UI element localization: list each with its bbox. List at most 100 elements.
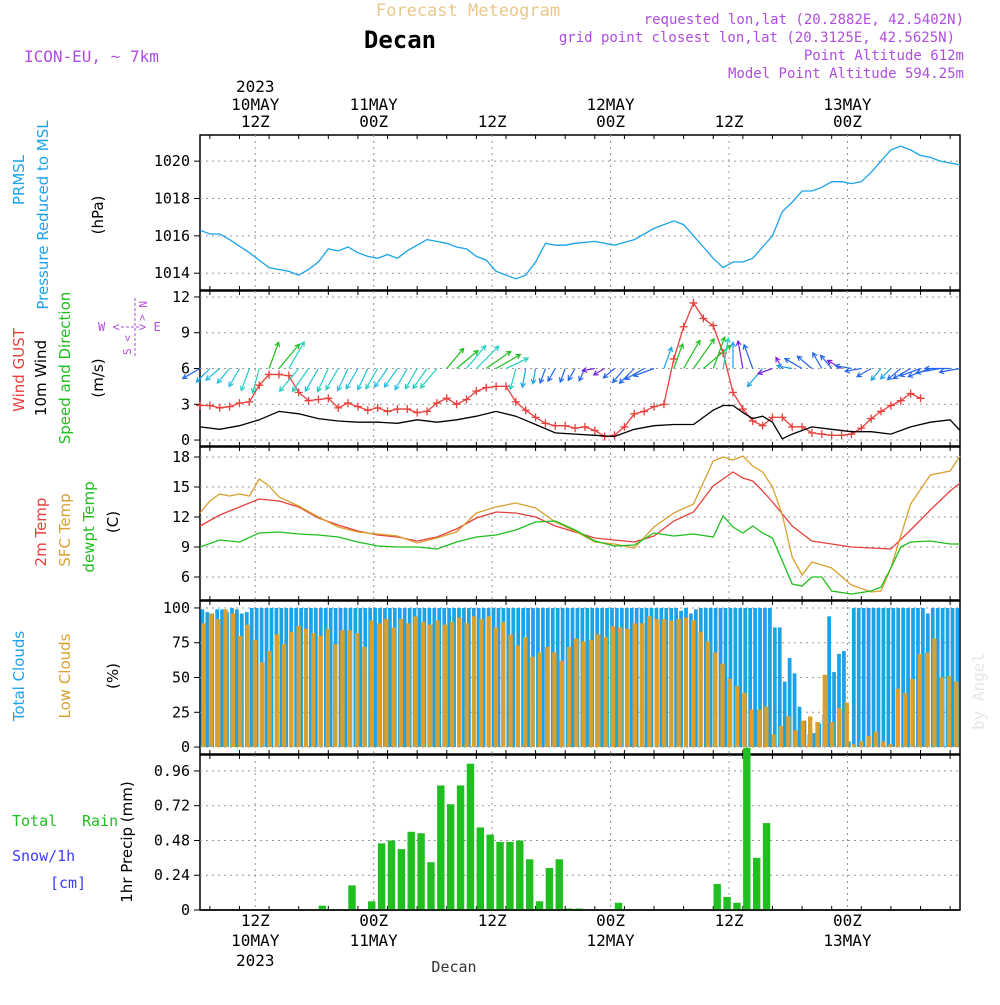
wind-arrow: [475, 345, 500, 369]
low-cloud-bar: [625, 628, 630, 748]
total-cloud-bar: [738, 607, 743, 748]
low-cloud-bar: [515, 645, 521, 748]
gust-marker: [324, 394, 333, 403]
precip-bar: [614, 902, 623, 910]
low-cloud-bar: [647, 616, 652, 748]
low-cloud-bar: [639, 623, 645, 748]
low-cloud-bar: [669, 620, 674, 748]
wind-arrow: [530, 368, 537, 385]
wind-arrow: [673, 342, 685, 369]
gust-marker: [798, 422, 807, 431]
requested-coords: requested lon,lat (20.2882E, 42.5402N): [644, 12, 964, 28]
total-cloud-bar: [694, 609, 698, 748]
low-cloud-bar: [946, 676, 952, 748]
panel-4: 0 25 50 75 100: [163, 599, 961, 756]
total-cloud-bar: [881, 607, 886, 748]
total-cloud-bar: [309, 607, 313, 748]
wind-arrow: [466, 344, 487, 369]
low-cloud-bar: [698, 631, 703, 748]
total-cloud-bar: [748, 607, 753, 748]
low-cloud-bar: [742, 692, 747, 748]
total-cloud-bar: [733, 607, 738, 748]
y-tick-label: 0.72: [154, 797, 190, 815]
total-cloud-bar: [689, 613, 693, 748]
wind-arrow: [446, 347, 465, 369]
compass-south: S <: [121, 335, 134, 355]
wind-arrow: [288, 340, 305, 369]
wind-arrow: [898, 367, 921, 378]
gust-marker: [511, 397, 520, 406]
low-cloud-bar: [895, 688, 901, 748]
dewpt-label: dewpt Temp: [80, 481, 98, 572]
low-cloud-bar: [793, 730, 798, 748]
total-cloud-bar: [901, 607, 906, 748]
low-cloud-bar: [544, 646, 550, 748]
total-cloud-bar: [294, 607, 299, 748]
low-cloud-bar: [523, 637, 528, 748]
gust-marker: [709, 321, 718, 330]
gust-marker: [906, 389, 915, 398]
total-cloud-bar: [299, 607, 303, 748]
gust-marker: [837, 431, 846, 440]
top-hour: 00Z: [359, 112, 388, 131]
total-cloud-bar: [876, 607, 881, 748]
low-clouds-label: Low Clouds: [56, 633, 74, 718]
total-cloud-bar: [787, 658, 792, 748]
low-cloud-bar: [537, 652, 542, 748]
precip-bar: [752, 857, 761, 910]
top-hour: 12Z: [715, 112, 744, 131]
gust-marker: [413, 408, 422, 417]
low-cloud-bar: [501, 621, 506, 748]
total-cloud-bar: [950, 607, 955, 748]
precip-bar: [427, 862, 435, 910]
low-cloud-bar: [289, 631, 294, 748]
precip-bar: [762, 823, 771, 910]
low-cloud-bar: [939, 677, 944, 748]
y-tick-label: 3: [181, 395, 190, 413]
precip-bar: [368, 901, 376, 910]
low-cloud-bar: [384, 619, 389, 748]
low-cloud-bar: [764, 706, 769, 748]
gust-marker: [442, 394, 451, 403]
wind-arrow: [870, 368, 882, 382]
total-cloud-bar: [615, 607, 619, 748]
total-cloud-bar: [644, 607, 649, 748]
gust-marker: [482, 383, 491, 392]
low-cloud-bar: [354, 632, 360, 748]
y-tick-label: 15: [172, 478, 190, 496]
wind-arrow: [783, 357, 803, 370]
total-cloud-bar: [763, 607, 767, 748]
gust-marker: [580, 422, 589, 431]
pct-unit: (%): [104, 663, 122, 689]
total-cloud-bar: [249, 607, 254, 748]
y-tick-label: 6: [181, 360, 190, 378]
panel-frame: [199, 754, 961, 911]
wind-arrow: [592, 367, 605, 376]
total-cloud-bar: [856, 607, 861, 748]
low-cloud-bar: [369, 620, 374, 748]
wind-arrow: [632, 367, 655, 378]
gust-marker: [225, 402, 234, 411]
wind-arrow: [268, 341, 281, 369]
gust-marker: [265, 370, 274, 379]
wind-arrow: [304, 368, 319, 393]
low-cloud-bar: [800, 720, 806, 748]
low-cloud-bar: [216, 619, 221, 748]
low-cloud-bar: [238, 635, 243, 748]
panel-frame: [199, 134, 961, 291]
low-cloud-bar: [267, 651, 272, 748]
low-cloud-bar: [449, 621, 455, 748]
precip-bar: [387, 840, 396, 910]
y-tick-label: 1020: [154, 152, 190, 170]
low-cloud-bar: [530, 656, 535, 748]
precip-bar: [535, 901, 544, 910]
precip-bar: [447, 804, 455, 910]
precip-bar: [348, 885, 356, 910]
gust-marker: [699, 314, 708, 323]
top-date: 13MAY: [823, 95, 872, 114]
low-cloud-bar: [552, 652, 557, 748]
location-title: Decan: [364, 26, 436, 54]
precip-bar: [733, 902, 741, 910]
